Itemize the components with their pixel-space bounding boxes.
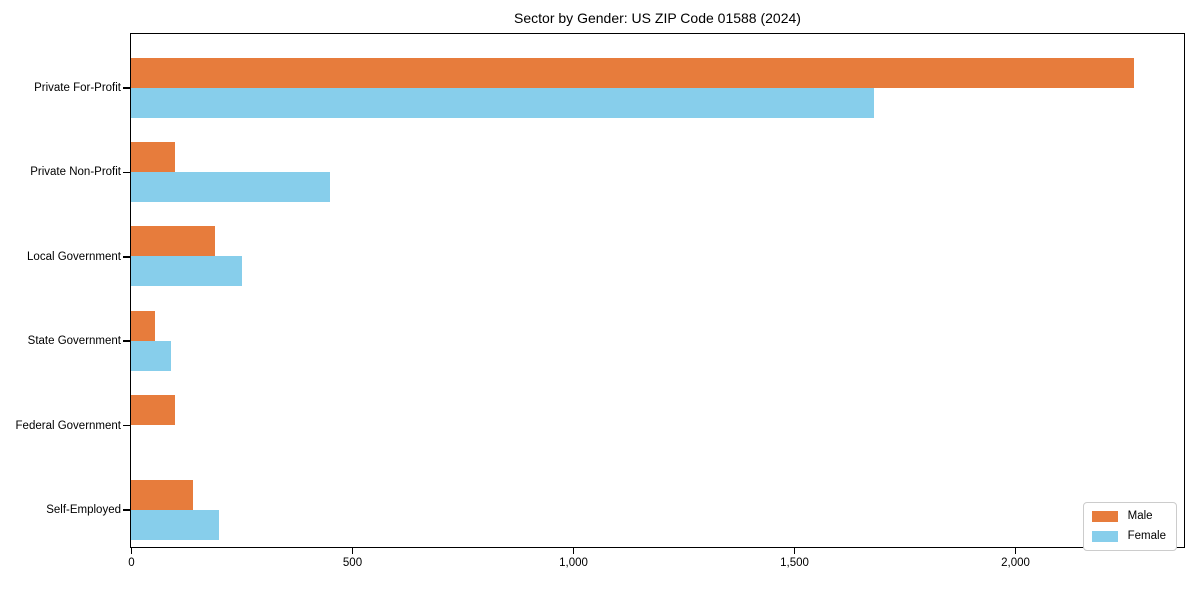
y-tick-label-private-non-profit: Private Non-Profit: [30, 166, 121, 179]
bar-female-local-government: [131, 256, 242, 287]
bar-male-self-employed: [131, 479, 193, 510]
bar-male-state-government: [131, 310, 155, 341]
y-tick-mark: [123, 256, 130, 258]
female-color-swatch: [1091, 531, 1118, 542]
bar-female-private-non-profit: [131, 171, 330, 202]
chart-title: Sector by Gender: US ZIP Code 01588 (202…: [514, 10, 801, 26]
bar-male-local-government: [131, 226, 215, 257]
y-tick-label-private-for-profit: Private For-Profit: [34, 82, 121, 94]
bar-male-private-non-profit: [131, 141, 175, 172]
x-tick-label-1-500: 1,500: [780, 557, 809, 569]
legend-item-male: Male: [1091, 510, 1166, 523]
y-tick-mark: [123, 424, 130, 427]
y-tick-label-federal-government: Federal Government: [15, 419, 121, 432]
male-color-swatch: [1091, 511, 1118, 522]
bar-female-self-employed: [131, 509, 219, 540]
x-tick-mark: [351, 548, 354, 554]
y-tick-mark: [123, 171, 130, 174]
x-tick-mark: [1014, 548, 1017, 554]
x-tick-mark: [130, 548, 133, 554]
legend-label-female: Female: [1127, 530, 1166, 542]
bar-female-private-for-profit: [131, 87, 874, 118]
x-tick-mark: [793, 548, 796, 554]
y-tick-mark: [123, 87, 130, 89]
plot-area: Male Female: [130, 33, 1185, 551]
y-tick-label-self-employed: Self-Employed: [46, 504, 121, 516]
y-tick-label-local-government: Local Government: [27, 250, 121, 263]
legend: Male Female: [1082, 502, 1177, 551]
x-tick-mark: [572, 548, 575, 554]
bar-female-state-government: [131, 340, 171, 371]
legend-label-male: Male: [1127, 510, 1153, 522]
bar-male-federal-government: [131, 395, 175, 426]
x-tick-label-0: 0: [128, 557, 135, 569]
x-tick-label-500: 500: [342, 557, 363, 569]
x-tick-label-1-000: 1,000: [559, 557, 588, 569]
y-tick-mark: [123, 509, 130, 511]
y-tick-mark: [123, 340, 130, 342]
bar-male-private-for-profit: [131, 57, 1134, 88]
x-tick-label-2-000: 2,000: [1001, 557, 1030, 569]
legend-item-female: Female: [1091, 530, 1166, 543]
y-tick-label-state-government: State Government: [27, 335, 121, 348]
